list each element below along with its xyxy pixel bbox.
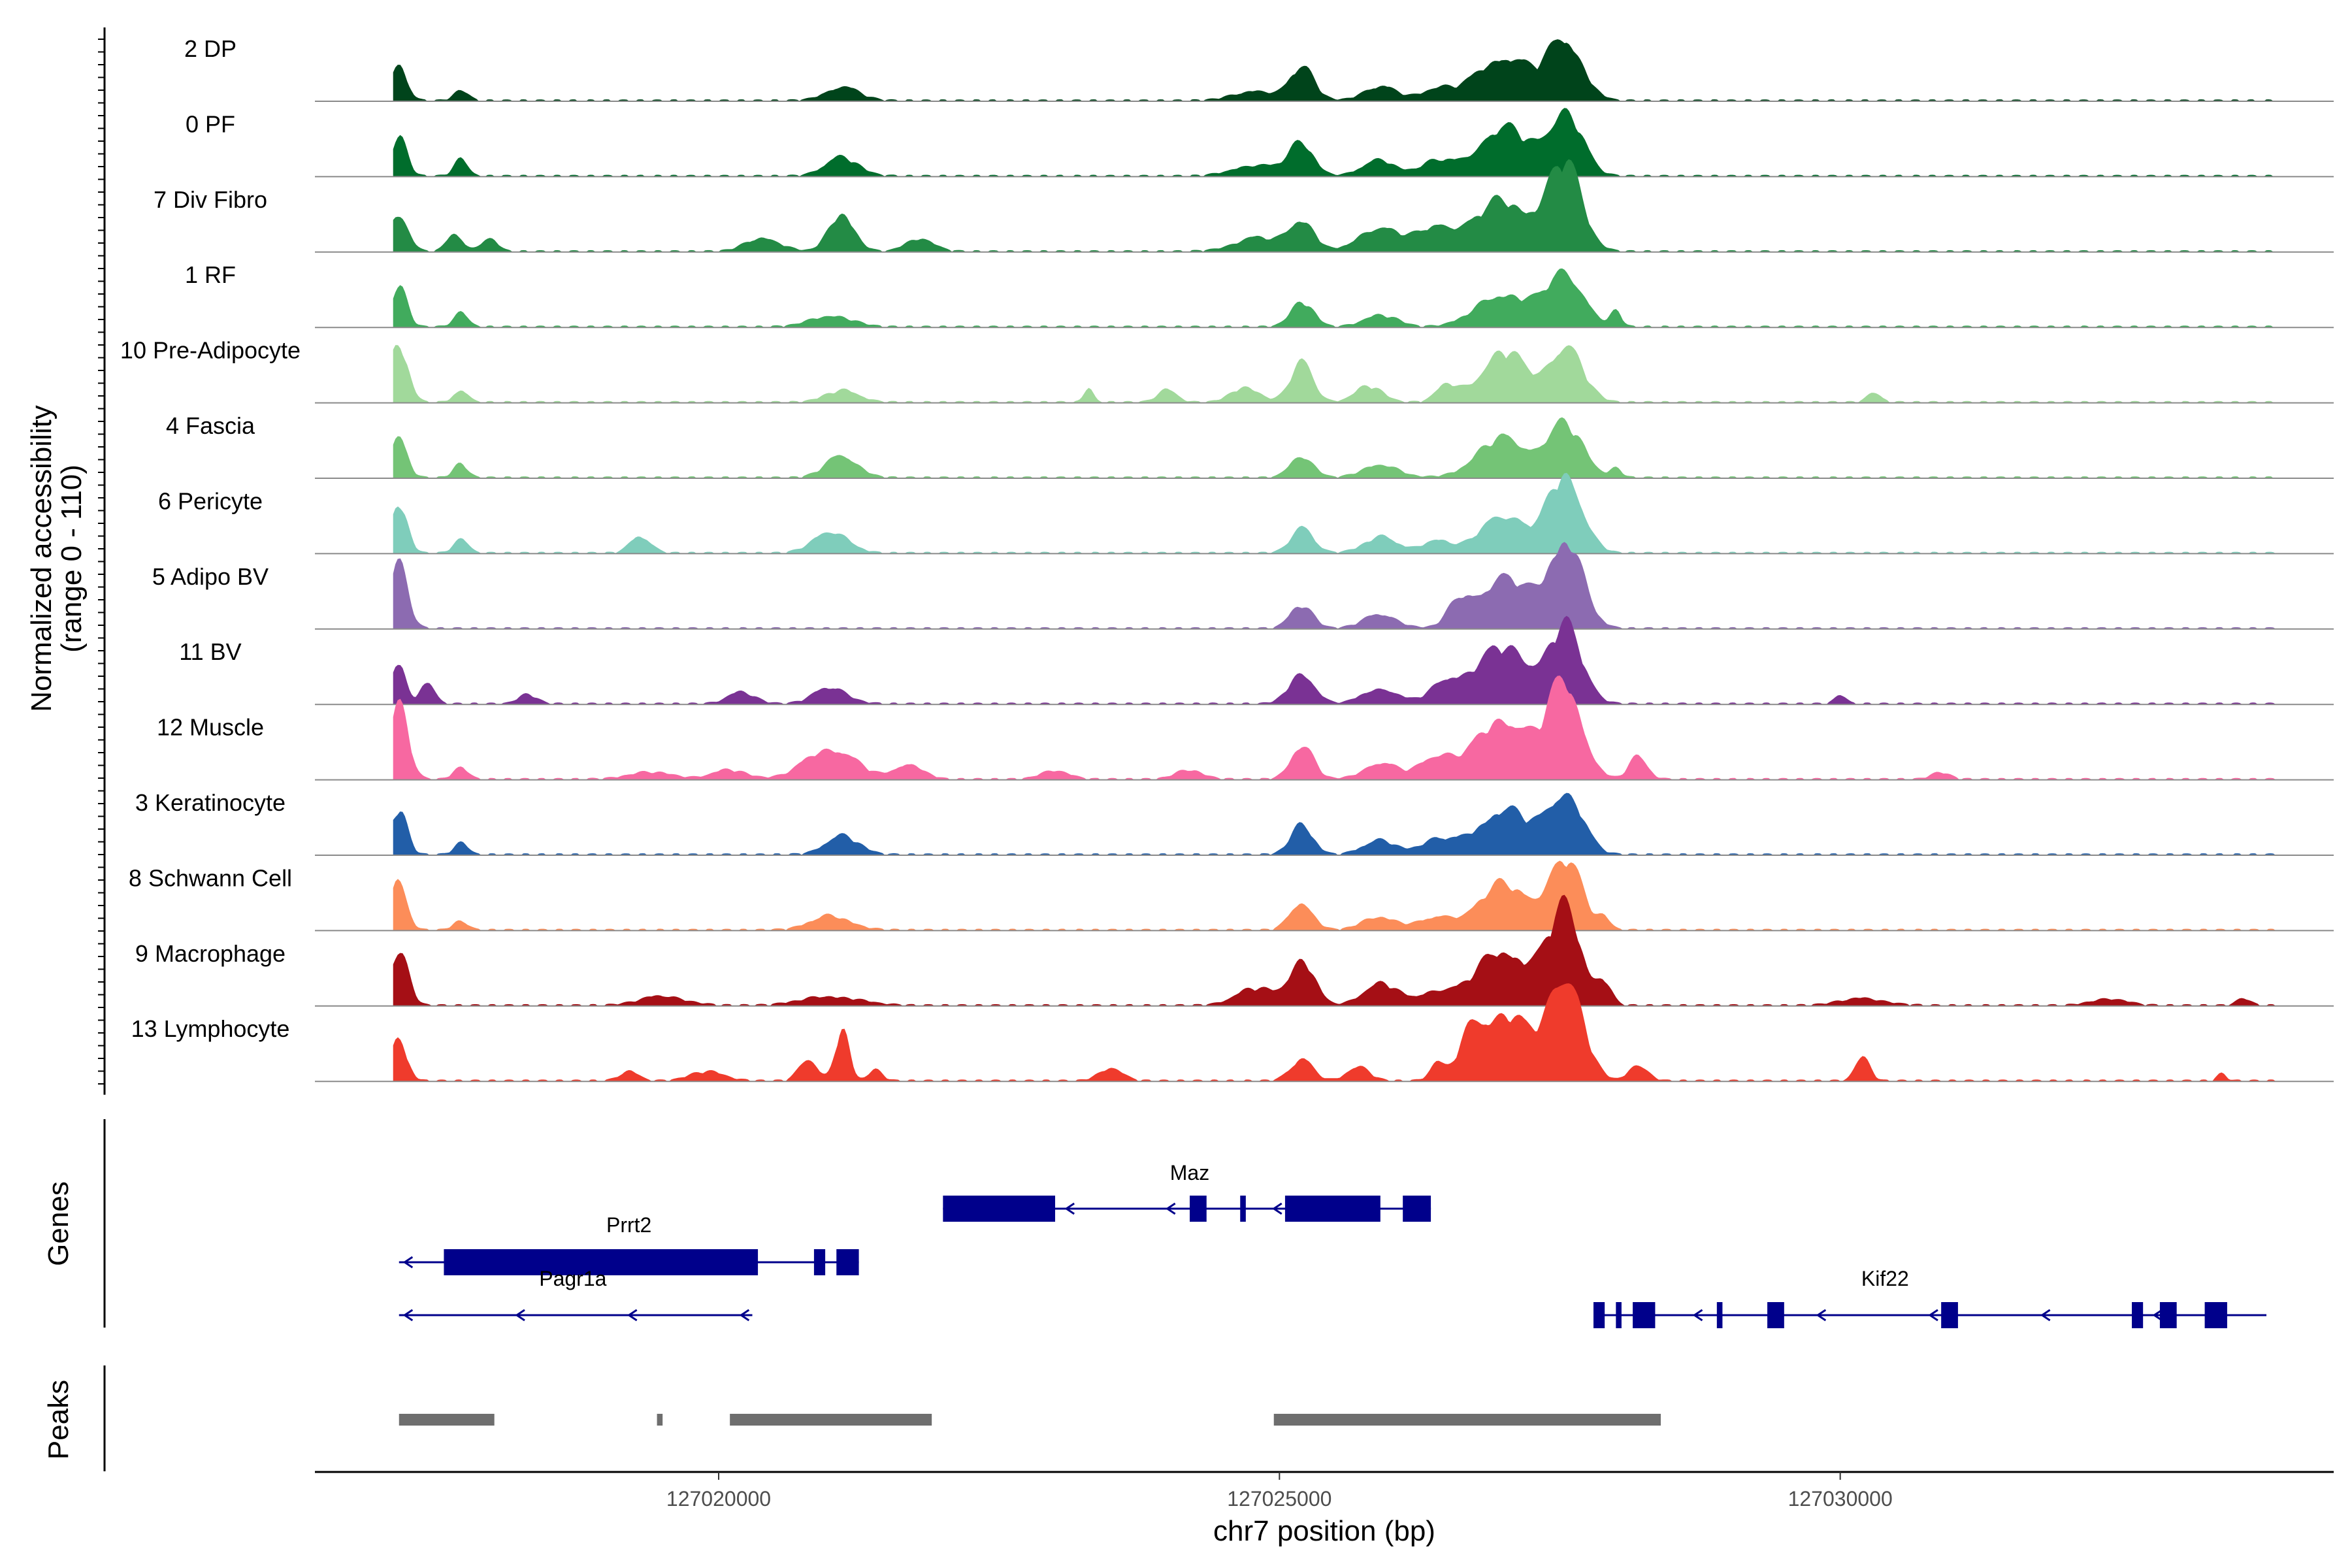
gene-exon bbox=[836, 1249, 859, 1275]
track-1-rf: 1 RF bbox=[185, 261, 2334, 329]
track-label: 5 Adipo BV bbox=[152, 563, 269, 590]
gene-exon bbox=[2132, 1302, 2144, 1328]
track-0-pf: 0 PF bbox=[186, 108, 2334, 178]
strand-arrow bbox=[1928, 1309, 1938, 1322]
peaks-panel: Peaks bbox=[42, 1365, 1661, 1471]
strand-arrow bbox=[2152, 1309, 2163, 1322]
gene-label: Kif22 bbox=[1861, 1267, 1909, 1290]
track-signal-area bbox=[393, 615, 2278, 705]
track-13-lymphocyte: 13 Lymphocyte bbox=[131, 983, 2334, 1083]
track-label: 12 Muscle bbox=[157, 714, 264, 741]
gene-label: Prrt2 bbox=[606, 1213, 651, 1237]
track-7-div-fibro: 7 Div Fibro bbox=[154, 159, 2334, 253]
track-signal-area bbox=[393, 792, 2278, 856]
strand-arrow bbox=[1272, 1202, 1282, 1215]
peak-region bbox=[657, 1414, 663, 1426]
strand-arrow bbox=[1064, 1202, 1075, 1215]
gene-maz: Maz bbox=[943, 1161, 1431, 1222]
track-12-muscle: 12 Muscle bbox=[157, 676, 2334, 781]
gene-exon bbox=[2159, 1302, 2177, 1328]
gene-prrt2: Prrt2 bbox=[399, 1213, 859, 1275]
track-signal-area bbox=[393, 860, 2278, 932]
strand-arrow bbox=[402, 1256, 414, 1269]
strand-arrow bbox=[1816, 1309, 1827, 1322]
track-6-pericyte: 6 Pericyte bbox=[158, 472, 2334, 555]
track-signal-area bbox=[393, 542, 2278, 630]
track-2-dp: 2 DP bbox=[184, 35, 2334, 102]
track-label: 4 Fascia bbox=[166, 412, 255, 439]
gene-exon bbox=[1941, 1302, 1958, 1328]
gene-exon bbox=[1633, 1302, 1656, 1328]
track-9-macrophage: 9 Macrophage bbox=[135, 894, 2334, 1007]
track-3-keratinocyte: 3 Keratinocyte bbox=[135, 789, 2334, 856]
peak-region bbox=[730, 1414, 932, 1426]
track-label: 1 RF bbox=[185, 261, 236, 288]
track-signal-area bbox=[393, 472, 2278, 554]
track-signal-area bbox=[393, 983, 2278, 1082]
strand-arrow bbox=[515, 1309, 525, 1322]
gene-exon bbox=[1593, 1302, 1605, 1328]
track-signal-area bbox=[393, 159, 2278, 253]
track-signal-area bbox=[393, 417, 2278, 479]
y-axis-title: Normalized accessibility bbox=[25, 405, 57, 711]
strand-arrow bbox=[739, 1309, 750, 1322]
track-signal-area bbox=[393, 108, 2278, 177]
gene-exon bbox=[1284, 1196, 1380, 1222]
track-signal-area bbox=[393, 894, 2278, 1007]
gene-exon bbox=[1616, 1302, 1622, 1328]
genes-panel: Genes Maz Prrt2 Pagr1a Kif22 bbox=[42, 1119, 2266, 1328]
x-tick-label: 127030000 bbox=[1788, 1487, 1893, 1511]
x-tick-label: 127020000 bbox=[666, 1487, 771, 1511]
gene-exon bbox=[1403, 1196, 1431, 1222]
x-axis-title: chr7 position (bp) bbox=[1213, 1515, 1435, 1547]
coverage-panel: 2 DP 0 PF 7 Div Fibro 1 RF 10 Pre-Adipocyte 4… bbox=[25, 27, 2334, 1095]
strand-arrow bbox=[627, 1309, 638, 1322]
track-signal-area bbox=[393, 39, 2278, 102]
strand-arrow bbox=[1165, 1202, 1176, 1215]
track-10-pre-adipocyte: 10 Pre-Adipocyte bbox=[120, 337, 2334, 404]
gene-exon bbox=[444, 1249, 759, 1275]
gene-exon bbox=[1716, 1302, 1723, 1328]
track-5-adipo-bv: 5 Adipo BV bbox=[152, 542, 2334, 630]
gene-kif22: Kif22 bbox=[1593, 1267, 2266, 1328]
track-signal-area bbox=[393, 268, 2278, 328]
track-11-bv: 11 BV bbox=[179, 615, 2334, 706]
gene-exon bbox=[1240, 1196, 1246, 1222]
strand-arrow bbox=[2040, 1309, 2051, 1322]
gene-exon bbox=[813, 1249, 826, 1275]
gene-exon bbox=[2204, 1302, 2227, 1328]
x-axis: 127020000 127025000 127030000 chr7 position… bbox=[315, 1471, 2334, 1547]
strand-arrow bbox=[1692, 1309, 1703, 1322]
y-axis-range: (range 0 - 110) bbox=[56, 465, 88, 653]
peak-region bbox=[1273, 1414, 1661, 1426]
track-label: 6 Pericyte bbox=[158, 487, 263, 514]
strand-arrow bbox=[402, 1309, 414, 1322]
peak-region bbox=[399, 1414, 495, 1426]
track-label: 7 Div Fibro bbox=[154, 186, 267, 213]
x-tick-label: 127025000 bbox=[1227, 1487, 1331, 1511]
track-4-fascia: 4 Fascia bbox=[166, 412, 2334, 479]
gene-label: Pagr1a bbox=[539, 1267, 606, 1290]
track-8-schwann-cell: 8 Schwann Cell bbox=[129, 860, 2334, 932]
genes-track-label: Genes bbox=[42, 1181, 74, 1266]
track-label: 2 DP bbox=[184, 35, 237, 62]
peaks-track-label: Peaks bbox=[42, 1380, 74, 1460]
track-label: 11 BV bbox=[179, 638, 241, 665]
gene-exon bbox=[1190, 1196, 1207, 1222]
gene-exon bbox=[943, 1196, 1055, 1222]
track-label: 13 Lymphocyte bbox=[131, 1015, 290, 1042]
track-signal-area bbox=[393, 345, 2278, 404]
gene-label: Maz bbox=[1170, 1161, 1209, 1184]
gene-exon bbox=[1767, 1302, 1784, 1328]
track-label: 0 PF bbox=[186, 110, 235, 137]
track-label: 10 Pre-Adipocyte bbox=[120, 337, 301, 364]
track-label: 3 Keratinocyte bbox=[135, 789, 286, 816]
track-label: 8 Schwann Cell bbox=[129, 864, 292, 891]
track-label: 9 Macrophage bbox=[135, 940, 286, 967]
track-signal-area bbox=[393, 676, 2278, 781]
gene-pagr1a: Pagr1a bbox=[399, 1267, 753, 1322]
